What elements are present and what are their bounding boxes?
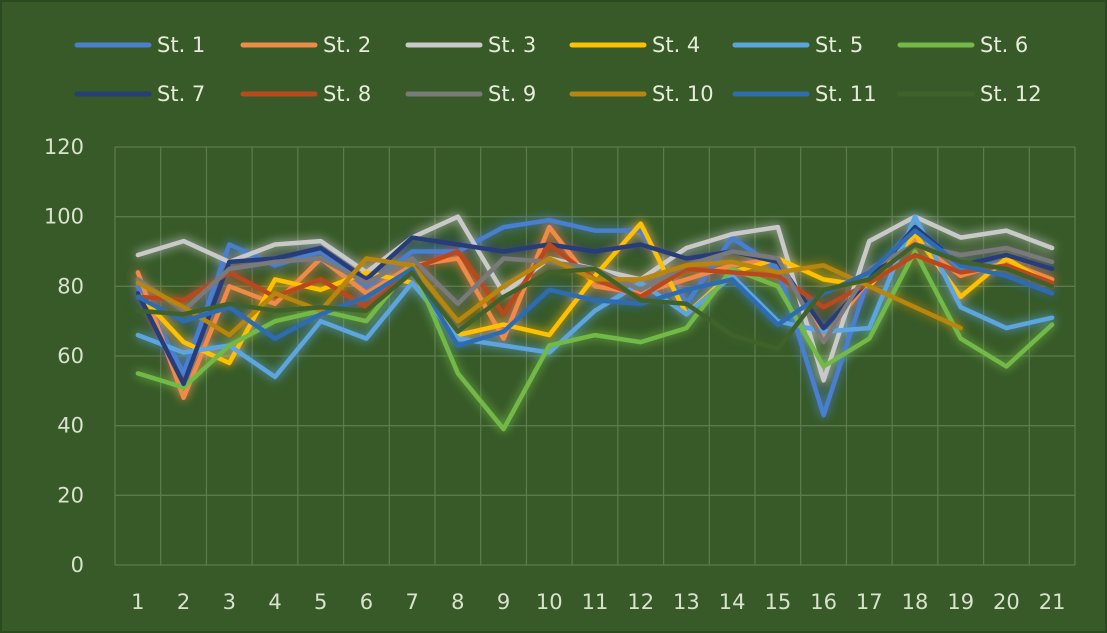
legend-label-st-11: St. 11 (815, 82, 877, 106)
series-line-st-12 (135, 242, 1055, 352)
x-tick-label: 15 (764, 590, 791, 614)
y-tick-label: 40 (57, 414, 84, 438)
legend-label-st-2: St. 2 (323, 33, 371, 57)
legend-label-st-4: St. 4 (652, 33, 700, 57)
x-axis-ticks: 1 2 3 4 5 6 7 8 9 10 11 12 13 14 15 16 17 18 19 20 21 (131, 590, 1065, 614)
x-tick-label: 11 (582, 590, 609, 614)
legend-label-st-12: St. 12 (980, 82, 1042, 106)
y-axis-ticks: 0 20 40 60 80 100 120 (44, 135, 84, 577)
legend-label-st-10: St. 10 (652, 82, 714, 106)
y-tick-label: 60 (57, 344, 84, 368)
x-tick-label: 2 (177, 590, 190, 614)
x-tick-label: 13 (673, 590, 700, 614)
x-tick-label: 17 (856, 590, 883, 614)
x-tick-label: 12 (627, 590, 654, 614)
x-tick-label: 6 (360, 590, 373, 614)
x-tick-label: 14 (719, 590, 746, 614)
series-line-st-11 (135, 228, 1055, 348)
y-tick-label: 80 (57, 274, 84, 298)
y-tick-label: 120 (44, 135, 84, 159)
legend-label-st-1: St. 1 (157, 33, 205, 57)
x-tick-label: 8 (451, 590, 464, 614)
x-tick-label: 5 (314, 590, 327, 614)
legend-label-st-6: St. 6 (980, 33, 1028, 57)
series-line-st-10 (135, 256, 963, 338)
x-tick-label: 10 (536, 590, 563, 614)
legend-label-st-9: St. 9 (488, 82, 536, 106)
legend-label-st-5: St. 5 (815, 33, 863, 57)
x-tick-label: 4 (268, 590, 281, 614)
y-tick-label: 0 (71, 553, 84, 577)
x-tick-label: 18 (902, 590, 929, 614)
x-tick-label: 1 (131, 590, 144, 614)
x-tick-label: 7 (405, 590, 418, 614)
y-tick-label: 20 (57, 483, 84, 507)
y-tick-label: 100 (44, 205, 84, 229)
x-tick-label: 21 (1039, 590, 1066, 614)
x-tick-label: 20 (993, 590, 1020, 614)
legend-label-st-3: St. 3 (488, 33, 536, 57)
x-tick-label: 16 (810, 590, 837, 614)
legend: St. 1 St. 2 St. 3 St. 4 St. 5 St. 6 St. 7 St. 8… (74, 33, 1042, 106)
legend-label-st-8: St. 8 (323, 82, 371, 106)
x-tick-label: 9 (497, 590, 510, 614)
x-tick-label: 19 (947, 590, 974, 614)
series-lines (135, 214, 1055, 432)
series-line-st-6 (135, 249, 1055, 432)
grid (114, 146, 1076, 566)
x-tick-label: 3 (223, 590, 236, 614)
legend-label-st-7: St. 7 (157, 82, 205, 106)
